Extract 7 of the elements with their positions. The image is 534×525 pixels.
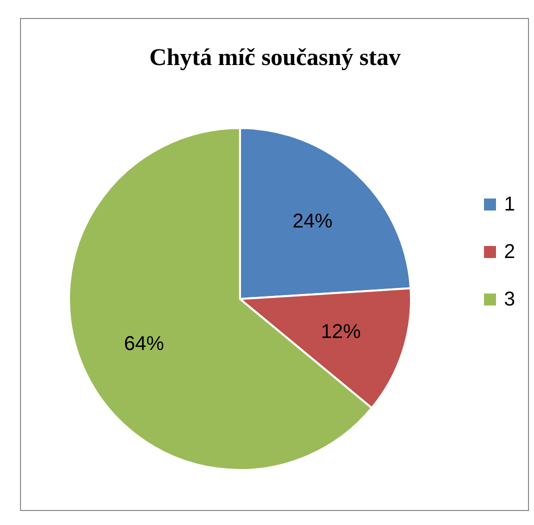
legend-label: 2 [504, 241, 516, 263]
chart-title: Chytá míč současný stav [149, 45, 401, 71]
legend-label: 1 [504, 194, 516, 216]
data-label: 24% [292, 210, 333, 233]
data-label: 12% [320, 320, 362, 343]
legend-label: 3 [504, 288, 516, 310]
data-label: 64% [124, 333, 164, 356]
